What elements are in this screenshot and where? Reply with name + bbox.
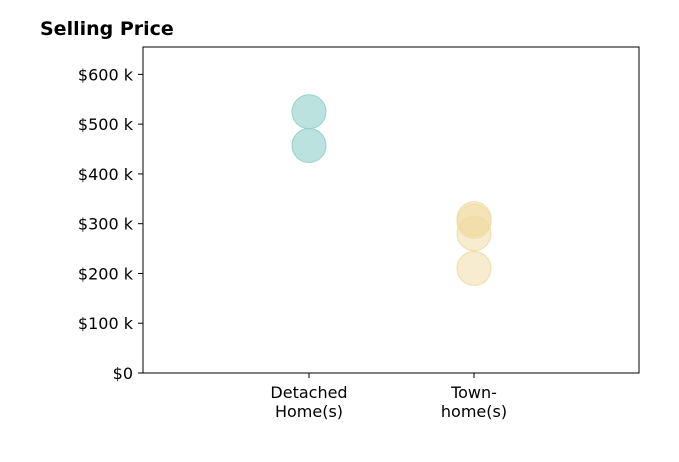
x-tick-label: Detached Home(s) <box>270 383 347 421</box>
data-point <box>291 94 327 130</box>
x-tick-label: Town-home(s) <box>441 383 507 421</box>
y-tick-label: $400 k <box>78 165 134 184</box>
data-point <box>456 250 492 286</box>
y-tick-label: $600 k <box>78 65 134 84</box>
plot-frame <box>142 46 640 374</box>
y-tick-label: $100 k <box>78 314 134 333</box>
chart-title: Selling Price <box>40 18 174 40</box>
y-tick-label: $300 k <box>78 215 134 234</box>
data-point <box>456 216 492 252</box>
y-tick-label: $200 k <box>78 264 134 283</box>
data-point <box>291 128 327 164</box>
y-tick-label: $0 <box>113 364 133 383</box>
plot-area: $0 $100 k $200 k $300 k $400 k $500 k $600 k De… <box>78 46 640 421</box>
y-tick-label: $500 k <box>78 115 134 134</box>
